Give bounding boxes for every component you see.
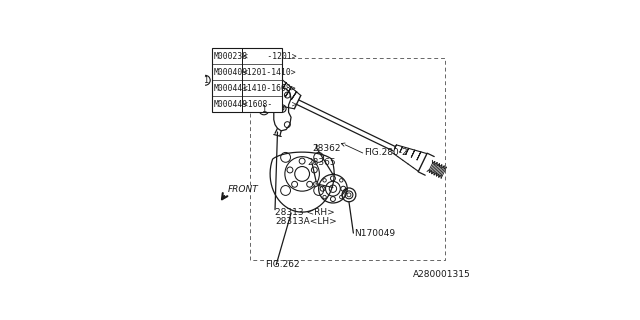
Text: 28362: 28362 [312,144,340,153]
Text: M000238: M000238 [213,52,248,61]
Text: FIG.262: FIG.262 [265,260,300,269]
Text: FRONT: FRONT [227,185,258,195]
Text: M000441: M000441 [213,84,248,93]
FancyBboxPatch shape [212,48,282,112]
Polygon shape [314,181,318,187]
Text: 28313 <RH>: 28313 <RH> [275,208,335,217]
Text: FIG.280-2: FIG.280-2 [364,148,407,157]
Text: 1: 1 [261,105,267,114]
Text: <    -1201>: < -1201> [243,52,296,61]
Text: M000409: M000409 [213,68,248,77]
Text: A280001315: A280001315 [413,270,471,279]
Text: <1410-1608>: <1410-1608> [243,84,296,93]
Text: N170049: N170049 [354,228,395,237]
Text: M000449: M000449 [213,100,248,109]
Text: <1608-    >: <1608- > [243,100,296,109]
Text: 28313A<LH>: 28313A<LH> [275,218,337,227]
Text: 1: 1 [203,76,208,85]
Text: 28365: 28365 [308,158,336,167]
Text: <1201-1410>: <1201-1410> [243,68,296,77]
